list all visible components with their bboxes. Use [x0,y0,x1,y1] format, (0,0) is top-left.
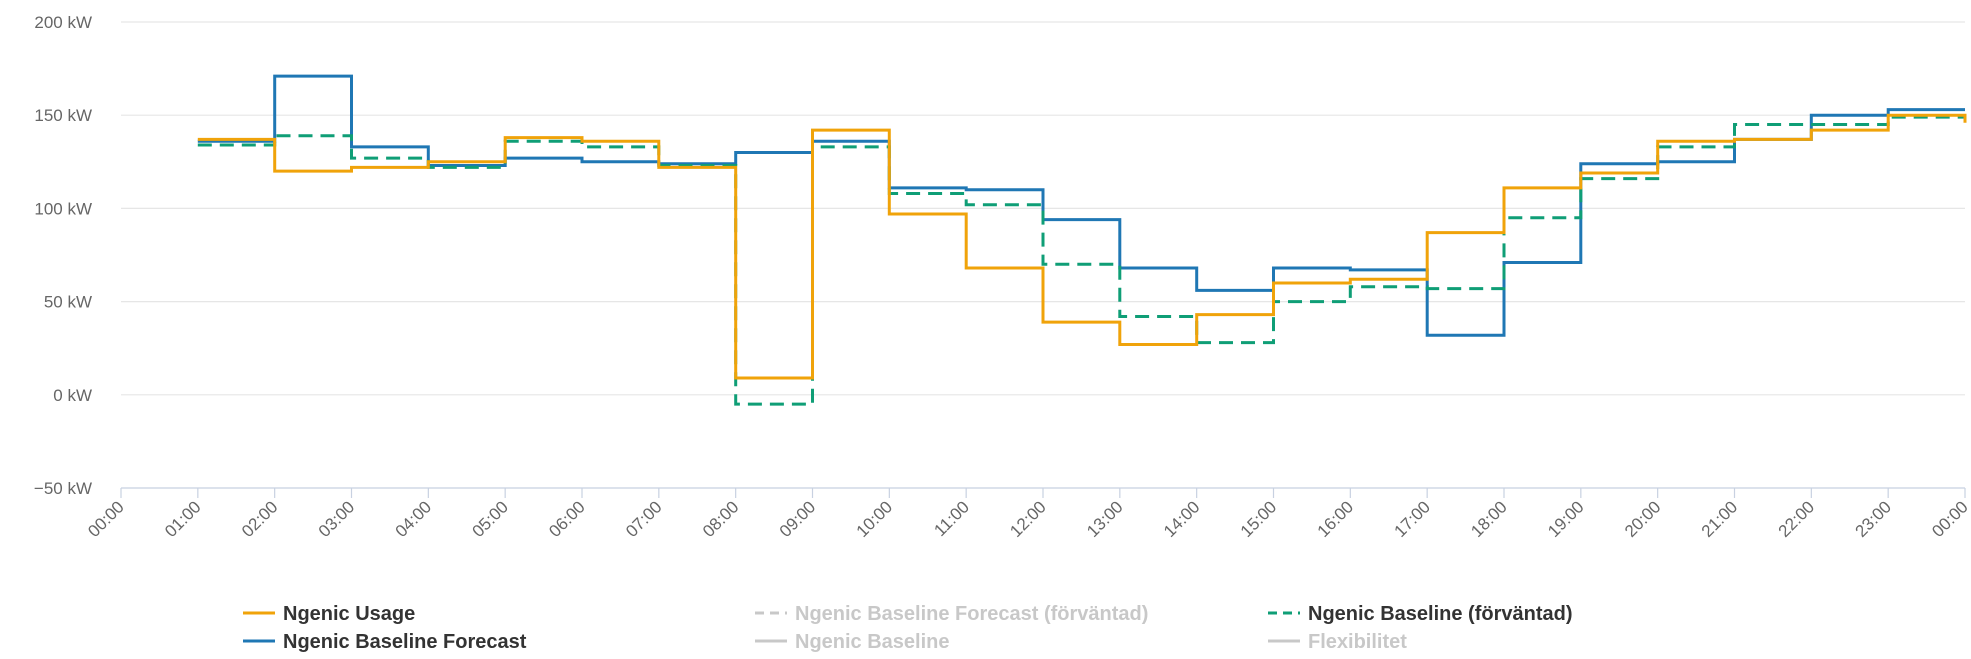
y-tick-label: 50 kW [44,293,92,312]
x-tick-label: 01:00 [161,497,205,541]
x-tick-label: 13:00 [1083,497,1127,541]
legend-item[interactable]: Ngenic Baseline Forecast [243,631,527,653]
y-tick-label: 200 kW [34,13,92,32]
y-tick-label: 150 kW [34,106,92,125]
series-line-4 [197,115,1965,406]
x-tick-label: 04:00 [392,497,436,541]
x-tick-label: 17:00 [1390,497,1434,541]
x-tick-label: 02:00 [238,497,282,541]
x-tick-label: 08:00 [699,497,743,541]
y-tick-label: −50 kW [34,479,92,498]
legend-label: Ngenic Usage [283,603,415,625]
y-tick-label: 100 kW [34,199,92,218]
x-tick-label: 12:00 [1006,497,1050,541]
legend-label: Ngenic Baseline Forecast [283,631,527,653]
series-layer [197,74,1967,406]
x-tick-label: 05:00 [468,497,512,541]
series-line-0 [197,113,1967,380]
y-axis: −50 kW 0 kW 50 kW 100 kW 150 kW 200 kW [34,13,92,498]
x-tick-label: 10:00 [853,497,897,541]
x-tick-label: 19:00 [1544,497,1588,541]
x-tick-label: 09:00 [776,497,820,541]
legend-item[interactable]: Ngenic Baseline [755,631,950,653]
x-tick-label: 03:00 [315,497,359,541]
legend-label: Ngenic Baseline [795,631,950,653]
x-tick-label: 21:00 [1698,497,1742,541]
legend-label: Ngenic Baseline (förväntad) [1308,603,1573,625]
legend-item[interactable]: Flexibilitet [1268,631,1407,653]
x-tick-label: 18:00 [1467,497,1511,541]
legend-item[interactable]: Ngenic Usage [243,603,415,625]
legend-item[interactable]: Ngenic Baseline (förväntad) [1268,603,1573,625]
legend[interactable]: Ngenic Usage Ngenic Baseline Forecast Ngen… [243,603,1573,653]
x-tick-label: 14:00 [1160,497,1204,541]
x-tick-label: 20:00 [1621,497,1665,541]
x-tick-label: 22:00 [1775,497,1819,541]
x-tick-label: 00:00 [84,497,128,541]
legend-label: Ngenic Baseline Forecast (förväntad) [795,603,1148,625]
x-tick-label: 15:00 [1237,497,1281,541]
x-tick-label: 00:00 [1928,497,1971,541]
y-tick-label: 0 kW [53,386,92,405]
x-tick-label: 07:00 [622,497,666,541]
legend-item[interactable]: Ngenic Baseline Forecast (förväntad) [755,603,1148,625]
x-tick-label: 06:00 [545,497,589,541]
legend-label: Flexibilitet [1308,631,1407,653]
x-axis: 00:00 01:00 02:00 03:00 04:00 05:00 06:00 07:00… [84,488,1971,541]
x-tick-label: 23:00 [1851,497,1895,541]
x-tick-label: 16:00 [1314,497,1358,541]
x-tick-label: 11:00 [930,497,973,540]
